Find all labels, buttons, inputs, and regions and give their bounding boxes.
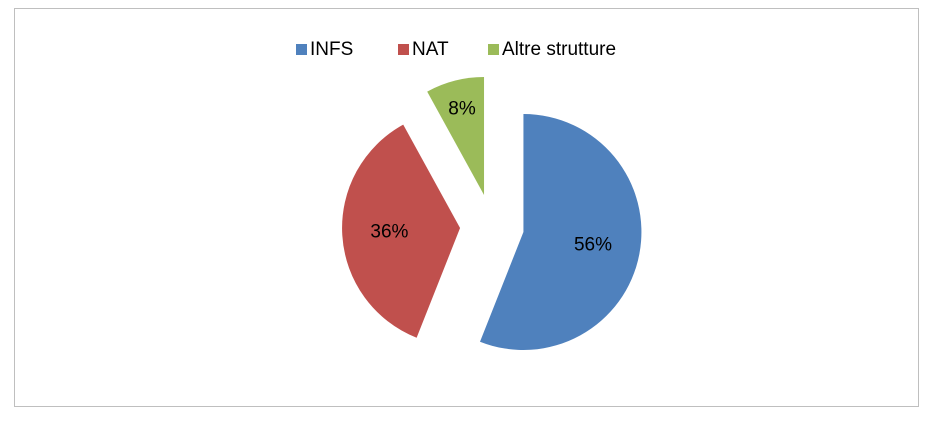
pie-slice [427,77,485,196]
pie-slice [342,124,461,338]
legend-label: INFS [310,39,353,60]
data-label: 56% [574,234,612,255]
data-label: 8% [448,98,476,119]
legend-label: Altre strutture [502,39,616,60]
chart-frame [14,8,919,407]
legend-swatch [488,44,499,55]
legend-swatch [398,44,409,55]
legend-label: NAT [412,39,449,60]
pie-slice [479,113,642,350]
legend-swatch [296,44,307,55]
data-label: 36% [370,221,408,242]
